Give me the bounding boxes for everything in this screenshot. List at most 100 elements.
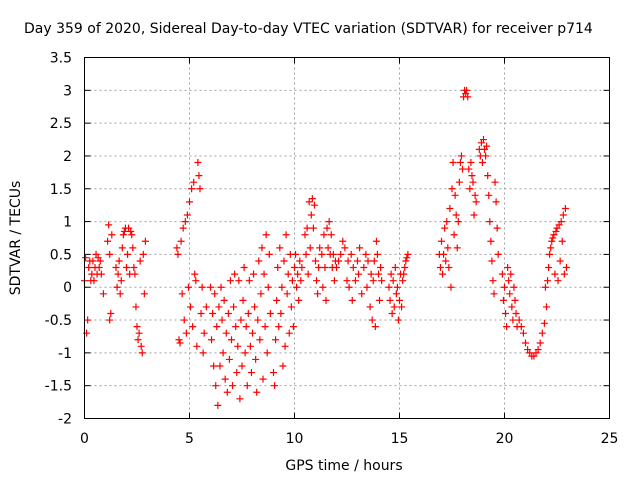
data-point [354, 257, 361, 265]
y-tick-label: 1 [63, 215, 72, 231]
data-point [181, 218, 189, 226]
data-point [288, 277, 296, 285]
data-point [260, 270, 268, 278]
data-point [249, 329, 256, 337]
data-point [222, 329, 230, 337]
data-point [534, 346, 542, 354]
data-point [452, 211, 460, 219]
data-point [264, 283, 272, 291]
data-point [218, 316, 226, 324]
data-point [335, 257, 343, 265]
data-point [209, 309, 217, 317]
y-tick-labels: -2 -1.5 -1 -0.5 0 0.5 1 1.5 2 2.5 3 3.5 [45, 51, 72, 428]
data-point [289, 323, 297, 331]
data-point [234, 342, 242, 350]
data-point [301, 231, 309, 239]
data-point [189, 323, 197, 331]
data-point [465, 165, 473, 173]
data-point [210, 362, 218, 370]
data-point [404, 250, 412, 258]
data-point [291, 264, 298, 272]
data-point [512, 309, 520, 317]
data-point [134, 336, 142, 344]
data-point [132, 303, 140, 311]
data-point [439, 270, 447, 278]
data-point [333, 264, 340, 272]
data-point [502, 309, 510, 317]
data-point [177, 237, 185, 245]
data-point [320, 231, 328, 239]
data-point [198, 283, 206, 291]
data-point [216, 362, 224, 370]
data-point [491, 178, 499, 186]
data-point [499, 296, 507, 304]
data-point [388, 309, 396, 317]
data-point [127, 227, 135, 235]
data-point [401, 264, 409, 272]
data-point [544, 277, 552, 285]
data-point [316, 244, 324, 252]
x-tick-label: 0 [80, 431, 89, 447]
data-point [124, 250, 132, 258]
data-point [307, 211, 315, 219]
data-point [130, 264, 138, 272]
data-point [343, 277, 351, 285]
data-point [178, 290, 186, 298]
data-point [511, 296, 519, 304]
data-point [221, 375, 229, 383]
data-point [377, 264, 385, 272]
data-point [321, 264, 329, 272]
data-point [551, 270, 559, 278]
data-point [255, 257, 263, 265]
data-point [351, 277, 359, 285]
data-point [233, 369, 241, 377]
data-point [318, 250, 326, 258]
data-point [141, 237, 149, 245]
data-point [266, 309, 274, 317]
data-point [242, 323, 250, 331]
data-point [314, 290, 322, 298]
data-point [341, 244, 349, 252]
data-point [323, 224, 331, 232]
data-point [285, 329, 293, 337]
data-point [363, 283, 371, 291]
data-point [445, 264, 453, 272]
data-point [436, 264, 444, 272]
data-point [104, 237, 112, 245]
data-point [176, 339, 184, 347]
x-tick-label: 20 [496, 431, 514, 447]
data-point [498, 270, 506, 278]
data-point [117, 277, 125, 285]
data-point [303, 224, 311, 232]
y-axis-label: SDTVAR / TECUs [8, 181, 24, 296]
data-point [490, 290, 498, 298]
data-point [302, 250, 310, 258]
data-point [232, 323, 240, 331]
data-point [105, 221, 113, 229]
data-point [259, 375, 267, 383]
data-point [276, 244, 284, 252]
data-point [213, 323, 221, 331]
data-point [468, 172, 476, 180]
data-point [394, 316, 402, 324]
data-point [251, 303, 259, 311]
data-point [175, 336, 183, 344]
data-point [261, 323, 269, 331]
data-point [556, 257, 564, 265]
data-point [217, 283, 225, 291]
data-point [398, 303, 406, 311]
data-point [457, 152, 465, 160]
data-point [337, 250, 345, 258]
data-point [236, 395, 244, 403]
data-point [543, 303, 550, 311]
data-point [292, 250, 300, 258]
data-point [552, 227, 560, 235]
data-point [347, 250, 355, 258]
data-point [184, 283, 192, 291]
data-point [510, 283, 518, 291]
axis-ticks [84, 57, 610, 419]
data-point [470, 211, 478, 219]
data-point [194, 159, 202, 167]
data-point [519, 329, 527, 337]
